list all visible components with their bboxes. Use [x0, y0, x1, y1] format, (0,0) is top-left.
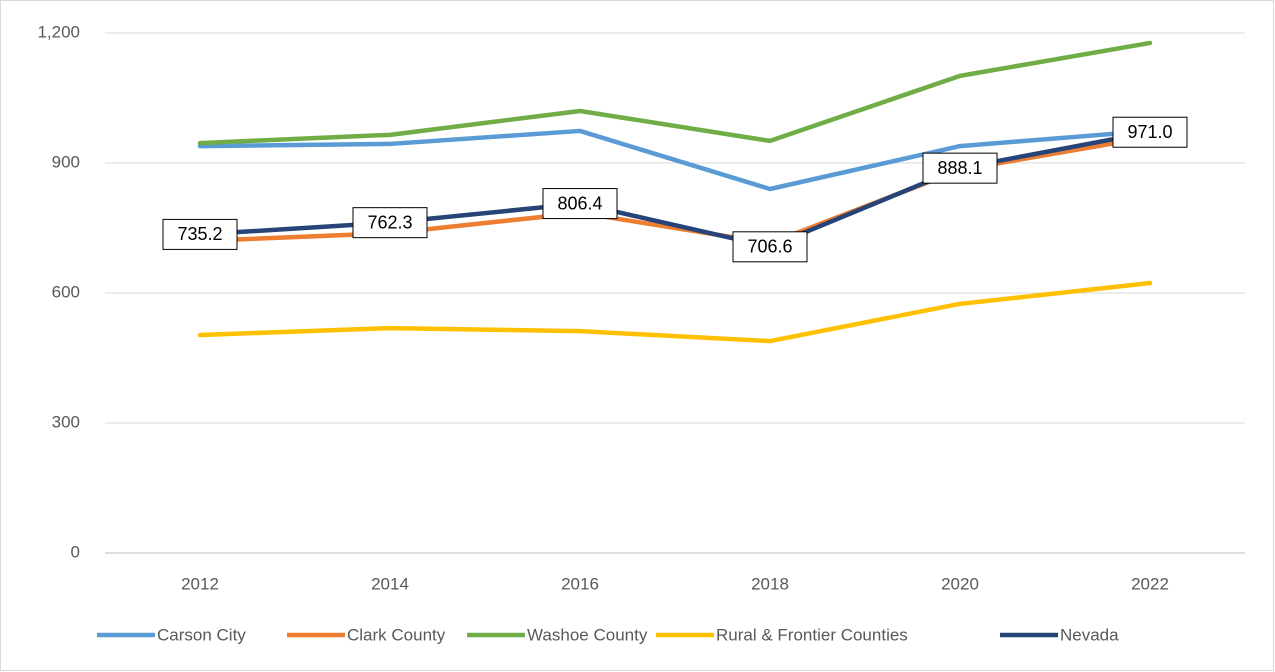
y-tick-label: 1,200	[37, 22, 80, 41]
x-tick-label: 2022	[1131, 574, 1169, 593]
value-label-box	[542, 188, 618, 220]
legend-label: Nevada	[1060, 625, 1119, 644]
x-tick-label: 2014	[371, 574, 409, 593]
value-label-box	[732, 231, 808, 263]
legend-label: Washoe County	[527, 625, 648, 644]
legend-label: Clark County	[347, 625, 446, 644]
x-tick-label: 2018	[751, 574, 789, 593]
value-label: 971.0	[1127, 122, 1172, 142]
value-label-box	[162, 218, 238, 250]
value-label: 706.6	[747, 237, 792, 257]
x-tick-label: 2012	[181, 574, 219, 593]
value-label: 762.3	[367, 212, 412, 232]
legend-label: Carson City	[157, 625, 246, 644]
x-tick-label: 2016	[561, 574, 599, 593]
y-tick-label: 600	[52, 282, 80, 301]
series-line	[197, 40, 1153, 146]
value-label: 806.4	[557, 193, 602, 213]
value-label-box	[352, 207, 428, 239]
value-label-box	[1112, 116, 1188, 148]
series-line	[197, 280, 1153, 344]
y-tick-label: 900	[52, 152, 80, 171]
legend-label: Rural & Frontier Counties	[716, 625, 908, 644]
value-label: 888.1	[937, 158, 982, 178]
y-tick-label: 0	[71, 542, 80, 561]
series-line	[197, 128, 1153, 192]
y-tick-label: 300	[52, 412, 80, 431]
x-tick-label: 2020	[941, 574, 979, 593]
value-label-box	[922, 152, 998, 184]
value-label: 735.2	[177, 224, 222, 244]
